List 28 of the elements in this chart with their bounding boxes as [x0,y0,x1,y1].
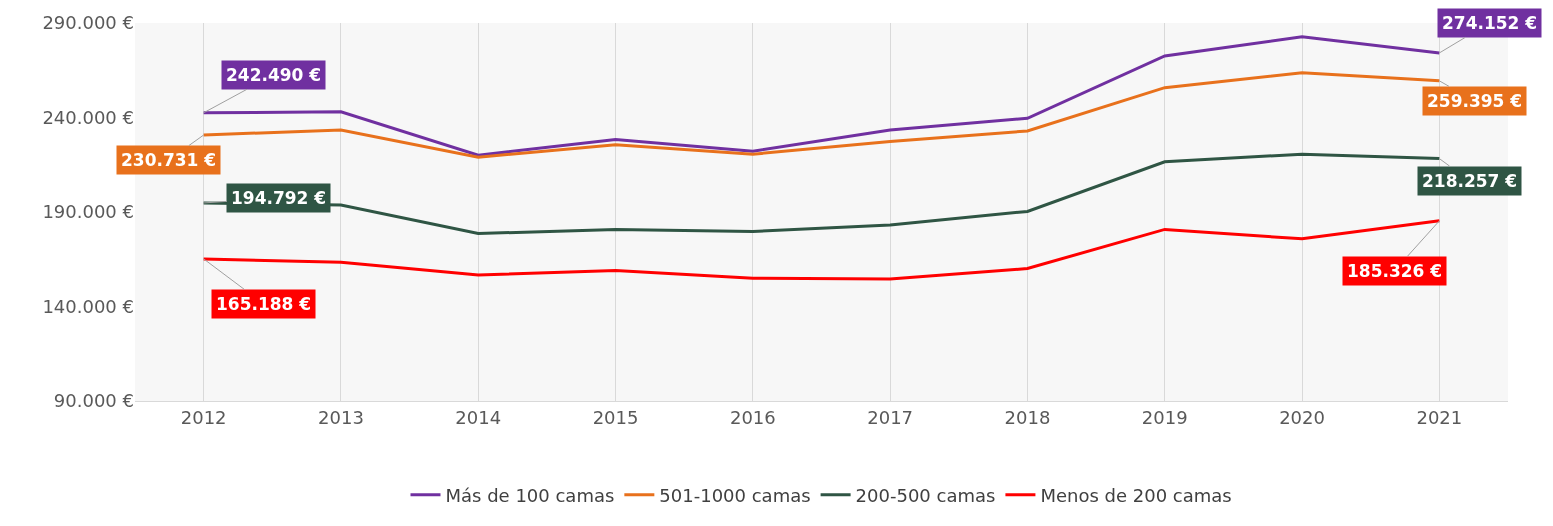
legend-label: 501-1000 camas [659,484,811,506]
data-label: 274.152 € [1442,13,1538,33]
legend-label: 200-500 camas [855,484,996,506]
y-tick-label: 190.000 € [42,201,134,223]
data-label: 259.395 € [1427,91,1523,111]
x-tick-label: 2019 [1141,406,1188,428]
y-tick-label: 90.000 € [53,390,134,412]
x-tick-label: 2018 [1004,406,1051,428]
x-tick-label: 2020 [1279,406,1325,428]
x-tick-label: 2016 [729,406,776,428]
x-tick-label: 2013 [318,406,364,428]
data-label: 230.731 € [121,150,217,170]
y-tick-label: 290.000 € [42,12,134,34]
data-label: 218.257 € [1422,171,1518,191]
data-label: 165.188 € [216,294,312,314]
x-tick-label: 2017 [867,406,914,428]
data-label: 242.490 € [226,65,322,85]
x-tick-label: 2015 [592,406,639,428]
data-label: 185.326 € [1347,261,1443,281]
x-tick-label: 2012 [180,406,227,428]
x-tick-label: 2021 [1416,406,1463,428]
y-tick-label: 140.000 € [42,295,134,317]
legend-label: Menos de 200 camas [1040,484,1232,506]
line-series [202,219,1441,281]
data-label: 194.792 € [231,188,327,208]
y-tick-label: 240.000 € [42,106,134,128]
x-tick-label: 2014 [455,406,502,428]
legend-label: Más de 100 camas [445,484,615,506]
